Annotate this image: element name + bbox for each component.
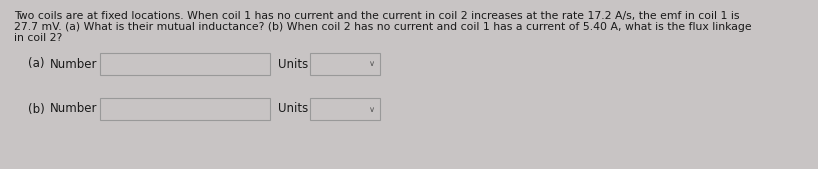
Text: ∨: ∨ <box>369 104 375 114</box>
Text: (a): (a) <box>28 57 44 70</box>
Text: (b): (b) <box>28 103 45 115</box>
Text: ∨: ∨ <box>369 59 375 68</box>
Bar <box>310 98 380 120</box>
Text: Units: Units <box>278 103 308 115</box>
Bar <box>100 53 270 75</box>
Text: in coil 2?: in coil 2? <box>14 33 62 43</box>
Bar <box>100 98 270 120</box>
Text: Number: Number <box>50 57 97 70</box>
Text: 27.7 mV. (a) What is their mutual inductance? (b) When coil 2 has no current and: 27.7 mV. (a) What is their mutual induct… <box>14 22 752 32</box>
Text: Units: Units <box>278 57 308 70</box>
Text: Number: Number <box>50 103 97 115</box>
Text: Two coils are at fixed locations. When coil 1 has no current and the current in : Two coils are at fixed locations. When c… <box>14 11 739 21</box>
Bar <box>310 53 380 75</box>
